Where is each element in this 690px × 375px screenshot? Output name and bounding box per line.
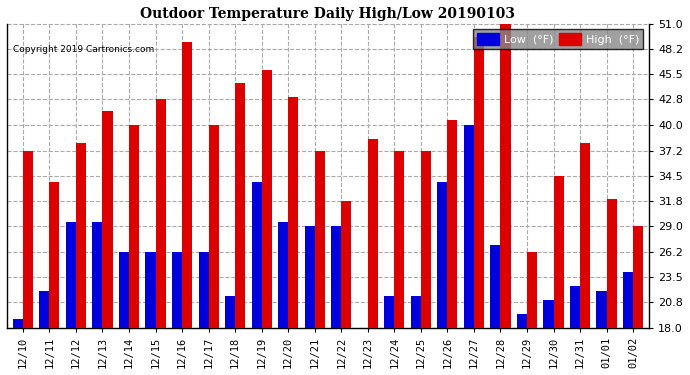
Bar <box>119 252 129 328</box>
Bar <box>474 38 484 328</box>
Bar <box>384 296 394 328</box>
Bar <box>623 273 633 328</box>
Title: Outdoor Temperature Daily High/Low 20190103: Outdoor Temperature Daily High/Low 20190… <box>141 7 515 21</box>
Bar <box>23 151 33 328</box>
Bar <box>235 83 245 328</box>
Bar <box>544 300 553 328</box>
Bar <box>553 176 564 328</box>
Bar <box>394 151 404 328</box>
Text: Copyright 2019 Cartronics.com: Copyright 2019 Cartronics.com <box>13 45 155 54</box>
Bar <box>570 286 580 328</box>
Bar <box>155 99 166 328</box>
Bar <box>411 296 421 328</box>
Bar <box>331 226 342 328</box>
Bar <box>13 318 23 328</box>
Bar <box>596 291 607 328</box>
Bar <box>278 222 288 328</box>
Bar <box>305 226 315 328</box>
Bar <box>447 120 457 328</box>
Bar <box>368 139 378 328</box>
Bar <box>262 70 272 328</box>
Bar <box>129 125 139 328</box>
Legend: Low  (°F), High  (°F): Low (°F), High (°F) <box>473 29 644 50</box>
Bar <box>208 125 219 328</box>
Bar <box>50 182 59 328</box>
Bar <box>342 201 351 328</box>
Bar <box>92 222 102 328</box>
Bar <box>517 314 527 328</box>
Bar <box>607 199 617 328</box>
Bar <box>288 97 298 328</box>
Bar <box>421 151 431 328</box>
Bar <box>500 24 511 328</box>
Bar <box>580 143 590 328</box>
Bar <box>146 252 155 328</box>
Bar <box>199 252 208 328</box>
Bar <box>491 245 500 328</box>
Bar <box>315 151 325 328</box>
Bar <box>464 125 474 328</box>
Bar <box>39 291 50 328</box>
Bar <box>437 182 447 328</box>
Bar <box>225 296 235 328</box>
Bar <box>182 42 192 328</box>
Bar <box>527 252 537 328</box>
Bar <box>102 111 112 328</box>
Bar <box>76 143 86 328</box>
Bar <box>633 226 643 328</box>
Bar <box>66 222 76 328</box>
Bar <box>252 182 262 328</box>
Bar <box>172 252 182 328</box>
